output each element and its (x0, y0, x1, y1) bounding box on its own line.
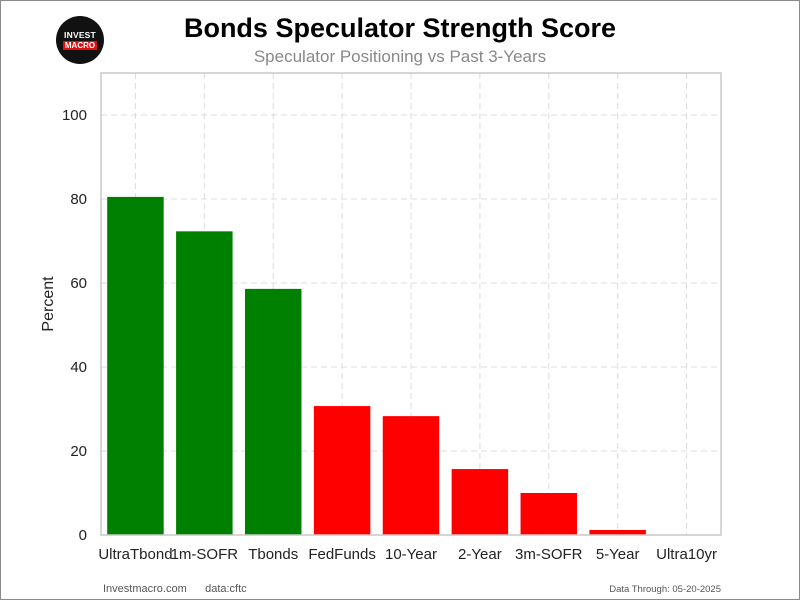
y-tick-label: 20 (70, 443, 87, 460)
bar-3m-sofr (520, 493, 578, 535)
x-tick-label: 3m-SOFR (515, 546, 583, 563)
footer-data-source: data:cftc (205, 583, 247, 595)
axes (100, 72, 722, 536)
plot-border (100, 72, 722, 536)
bars (107, 196, 646, 535)
logo-line-1: INVEST (64, 29, 96, 40)
footer-site: Investmacro.com (103, 583, 187, 595)
x-tick-label: 2-Year (458, 546, 502, 563)
bar-fedfunds (313, 406, 371, 535)
bar-1m-sofr (176, 231, 233, 535)
y-axis-label: Percent (40, 276, 57, 332)
logo-line-2: MACRO (62, 40, 98, 50)
x-tick-label: 10-Year (385, 546, 437, 563)
x-tick-label: Ultra10yr (656, 546, 717, 563)
chart-subtitle: Speculator Positioning vs Past 3-Years (253, 47, 547, 66)
bar-tbonds (244, 288, 302, 535)
footer-data-through: Data Through: 05-20-2025 (609, 584, 721, 595)
x-tick-label: 1m-SOFR (171, 546, 239, 563)
x-tick-label: 5-Year (596, 546, 640, 563)
y-tick-label: 100 (62, 107, 87, 124)
y-tick-label: 60 (70, 275, 87, 292)
x-tick-label: FedFunds (308, 546, 376, 563)
bar-2-year (451, 469, 509, 535)
bar-ultratbond (107, 196, 164, 535)
bar-5-year (589, 529, 646, 535)
footer-source: Investmacro.com data:cftc (103, 583, 247, 595)
y-tick-label: 40 (70, 359, 87, 376)
investmacro-logo: INVEST MACRO (56, 16, 104, 64)
bar-10-year (382, 416, 440, 535)
chart-title: Bonds Speculator Strength Score (183, 13, 617, 43)
y-tick-label: 0 (79, 527, 87, 544)
x-tick-label: UltraTbond (98, 546, 172, 563)
y-tick-label: 80 (70, 191, 87, 208)
x-tick-label: Tbonds (248, 546, 298, 563)
